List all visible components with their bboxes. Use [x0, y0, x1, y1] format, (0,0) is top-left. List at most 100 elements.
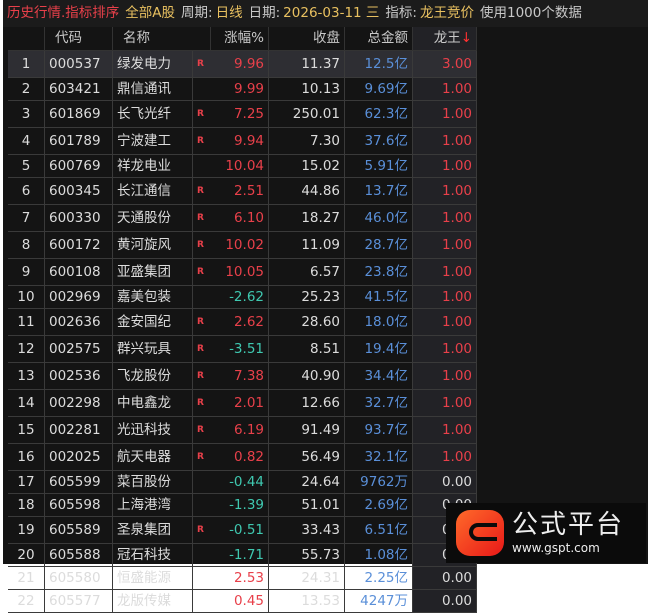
change-pct: 9.99 — [210, 77, 269, 101]
stock-name: 恒盛能源 — [112, 566, 193, 590]
table-row[interactable]: 11 002636 金安国纪 R 2.62 28.60 18.0亿 1.00 — [8, 308, 477, 336]
total-amount: 1.08亿 — [344, 543, 413, 567]
stock-name: 菜百股份 — [112, 470, 193, 494]
stock-code: 605580 — [44, 566, 113, 590]
r-badge: R — [192, 204, 211, 232]
table-row[interactable]: 15 002281 光迅科技 R 6.19 91.49 93.7亿 1.00 — [8, 416, 477, 444]
table-row[interactable]: 12 002575 群兴玩具 R -3.51 8.51 19.4亿 1.00 — [8, 335, 477, 363]
market-selector[interactable]: 全部A股 — [125, 5, 176, 21]
table-row[interactable]: 17 605599 菜百股份 -0.44 24.64 9762万 0.00 — [8, 470, 477, 494]
table-row[interactable]: 3 601869 长飞光纤 R 7.25 250.01 62.3亿 1.00 — [8, 100, 477, 128]
stock-name: 祥龙电业 — [112, 154, 193, 178]
change-pct: -0.44 — [210, 470, 269, 494]
stock-name: 黄河旋风 — [112, 231, 193, 259]
r-badge — [192, 543, 211, 567]
stock-name: 嘉美包装 — [112, 285, 193, 309]
table-row[interactable]: 4 601789 宁波建工 R 9.94 7.30 37.6亿 1.00 — [8, 127, 477, 155]
stock-code: 600330 — [44, 204, 113, 232]
stock-name: 长江通信 — [112, 177, 193, 205]
row-index: 21 — [8, 566, 45, 590]
total-amount: 18.0亿 — [344, 308, 413, 336]
r-badge: R — [192, 308, 211, 336]
r-badge: R — [192, 416, 211, 444]
close-price: 6.57 — [268, 258, 345, 286]
watermark-url: www.gspt.com — [512, 541, 600, 555]
total-amount: 5.91亿 — [344, 154, 413, 178]
total-amount: 2.69亿 — [344, 493, 413, 517]
table-row[interactable]: 22 605577 龙版传媒 0.45 13.53 4247万 0.00 — [8, 589, 477, 613]
stock-name: 上海港湾 — [112, 493, 193, 517]
stock-name: 亚盛集团 — [112, 258, 193, 286]
r-badge — [192, 566, 211, 590]
stock-code: 605589 — [44, 516, 113, 544]
change-pct: 6.19 — [210, 416, 269, 444]
r-badge: R — [192, 389, 211, 417]
close-price: 55.73 — [268, 543, 345, 567]
total-amount: 9.69亿 — [344, 77, 413, 101]
period-label: 周期: — [181, 5, 213, 21]
col-code[interactable]: 代码 — [44, 27, 113, 51]
period-selector[interactable]: 日线 — [215, 5, 243, 21]
col-change[interactable]: 涨幅% — [210, 27, 269, 51]
longwang-value: 1.00 — [412, 127, 477, 155]
total-amount: 93.7亿 — [344, 416, 413, 444]
watermark-brand: 公式平台 — [512, 510, 625, 540]
change-pct: 10.02 — [210, 231, 269, 259]
stock-code: 601789 — [44, 127, 113, 155]
change-pct: 10.05 — [210, 258, 269, 286]
stock-code: 603421 — [44, 77, 113, 101]
longwang-value: 1.00 — [412, 100, 477, 128]
indicator-selector[interactable]: 龙王竞价 — [419, 5, 474, 21]
row-index: 15 — [8, 416, 45, 444]
close-price: 8.51 — [268, 335, 345, 363]
r-badge: R — [192, 258, 211, 286]
close-price: 33.43 — [268, 516, 345, 544]
table-row[interactable]: 14 002298 中电鑫龙 R 2.01 12.66 32.7亿 1.00 — [8, 389, 477, 417]
row-index: 6 — [8, 177, 45, 205]
stock-code: 002969 — [44, 285, 113, 309]
stock-code: 605577 — [44, 589, 113, 613]
sort-desc-icon: ↓ — [460, 30, 472, 47]
r-badge — [192, 285, 211, 309]
col-close[interactable]: 收盘 — [268, 27, 345, 51]
stock-code: 002025 — [44, 443, 113, 471]
longwang-value: 1.00 — [412, 308, 477, 336]
stock-code: 605588 — [44, 543, 113, 567]
longwang-value: 0.00 — [412, 589, 477, 613]
table-row[interactable]: 10 002969 嘉美包装 -2.62 25.23 41.5亿 1.00 — [8, 285, 477, 309]
table-row[interactable]: 6 600345 长江通信 R 2.51 44.86 13.7亿 1.00 — [8, 177, 477, 205]
close-price: 44.86 — [268, 177, 345, 205]
table-row[interactable]: 9 600108 亚盛集团 R 10.05 6.57 23.8亿 1.00 — [8, 258, 477, 286]
stock-code: 600769 — [44, 154, 113, 178]
col-longwang[interactable]: 龙王↓ — [412, 27, 477, 51]
longwang-value: 1.00 — [412, 389, 477, 417]
stock-name: 冠石科技 — [112, 543, 193, 567]
close-price: 13.53 — [268, 589, 345, 613]
table-row[interactable]: 7 600330 天通股份 R 6.10 18.27 46.0亿 1.00 — [8, 204, 477, 232]
table-row[interactable]: 8 600172 黄河旋风 R 10.02 11.09 28.7亿 1.00 — [8, 231, 477, 259]
table-row[interactable]: 5 600769 祥龙电业 10.04 15.02 5.91亿 1.00 — [8, 154, 477, 178]
stock-name: 鼎信通讯 — [112, 77, 193, 101]
date-selector[interactable]: 2026-03-11 三 — [283, 5, 380, 21]
total-amount: 13.7亿 — [344, 177, 413, 205]
longwang-value: 0.00 — [412, 566, 477, 590]
table-row[interactable]: 16 002025 航天电器 R 0.82 56.49 32.1亿 1.00 — [8, 443, 477, 471]
col-longwang-label: 龙王 — [433, 30, 461, 47]
stock-code: 605598 — [44, 493, 113, 517]
stock-code: 000537 — [44, 50, 113, 78]
table-row[interactable]: 1 000537 绿发电力 R 9.96 11.37 12.5亿 3.00 — [8, 50, 477, 78]
table-row[interactable]: 13 002536 飞龙股份 R 7.38 40.90 34.4亿 1.00 — [8, 362, 477, 390]
table-row[interactable]: 21 605580 恒盛能源 2.53 24.31 2.25亿 0.00 — [8, 566, 477, 590]
col-amount[interactable]: 总金额 — [344, 27, 413, 51]
total-amount: 46.0亿 — [344, 204, 413, 232]
table-row[interactable]: 2 603421 鼎信通讯 9.99 10.13 9.69亿 1.00 — [8, 77, 477, 101]
stock-name: 绿发电力 — [112, 50, 193, 78]
change-pct: 2.62 — [210, 308, 269, 336]
total-amount: 23.8亿 — [344, 258, 413, 286]
row-index: 2 — [8, 77, 45, 101]
stock-name: 飞龙股份 — [112, 362, 193, 390]
col-name[interactable]: 名称 — [112, 27, 211, 51]
